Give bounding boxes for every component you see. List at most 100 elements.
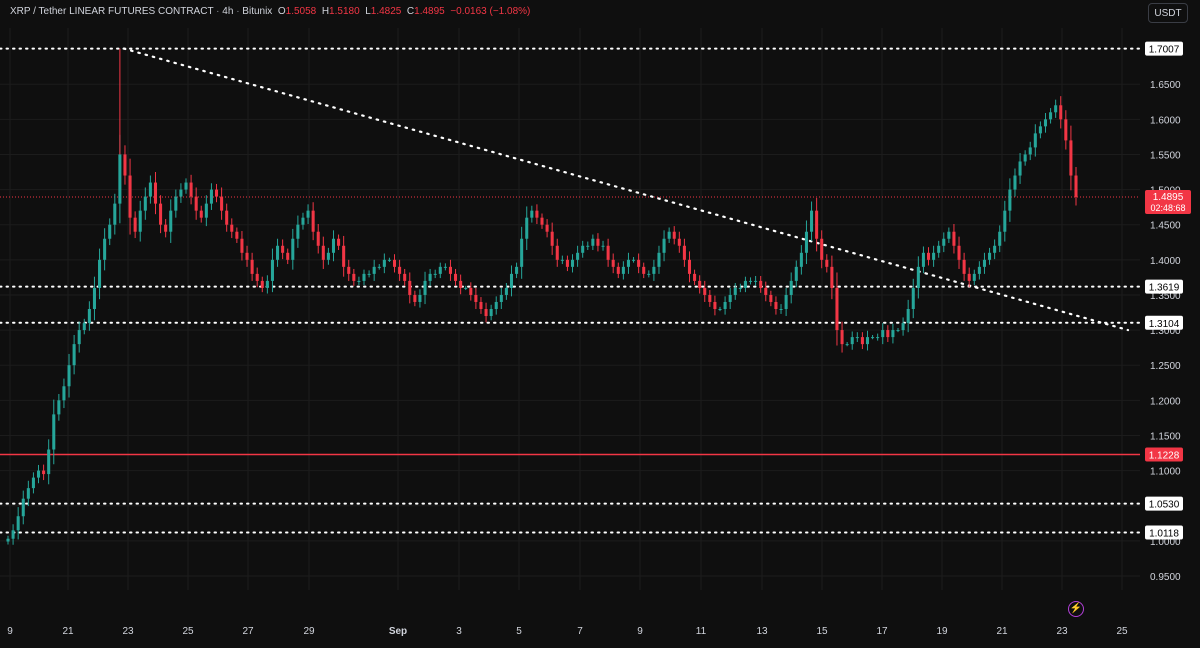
candle-body [11, 530, 15, 539]
high-value: 1.5180 [329, 6, 360, 17]
candle-body [36, 470, 41, 478]
candle-body [235, 231, 239, 239]
candle-body [459, 280, 463, 288]
candle-body [667, 231, 671, 239]
change-value: −0.0163 (−1.08%) [450, 6, 531, 17]
candle-body [570, 259, 575, 267]
candle-body [204, 203, 208, 218]
candle-body [642, 266, 646, 274]
candle-body [179, 189, 183, 197]
currency-button[interactable]: USDT [1148, 3, 1188, 23]
candle-body [896, 330, 900, 332]
price-tick-label: 1.1500 [1150, 431, 1181, 442]
candle-body [474, 294, 478, 302]
level-badge-label: 1.0118 [1149, 529, 1179, 540]
candle-body [138, 210, 142, 232]
candle-body [769, 294, 773, 302]
candle-body [42, 470, 46, 475]
candle-body [21, 498, 25, 517]
candle-body [443, 266, 447, 268]
candle-body [906, 309, 910, 324]
candle-body [865, 337, 870, 345]
candle-body [82, 323, 86, 331]
candle-body [448, 266, 452, 274]
candle-body [57, 400, 61, 415]
candle-body [454, 273, 458, 281]
candle-body [98, 259, 102, 288]
candle-body [703, 287, 707, 295]
candle-body [276, 245, 280, 260]
candle-body [779, 309, 783, 310]
candle-body [581, 245, 585, 253]
time-tick-label: 11 [696, 626, 707, 637]
candle-body [372, 266, 376, 274]
current-price-badge [1145, 189, 1191, 214]
time-tick-label: 3 [456, 626, 462, 637]
high-label: H [321, 6, 330, 17]
candle-body [774, 301, 778, 309]
candle-body [6, 538, 10, 542]
candle-body [830, 266, 834, 288]
price-tick-label: 1.2000 [1150, 396, 1181, 407]
candle-body [565, 259, 569, 267]
candle-body [662, 238, 666, 253]
candle-body [988, 252, 992, 260]
time-tick-label: 23 [122, 626, 134, 637]
price-level-badges: 1.7007 1.3619 1.3104 1.1228 1.0530 1.0118 1.48… [1145, 41, 1191, 540]
candle-body [387, 259, 391, 261]
time-tick-label: 19 [936, 626, 948, 637]
candle-body [220, 196, 224, 211]
candle-body [698, 280, 702, 288]
descending-trendline [122, 47, 1130, 332]
candle-body [392, 259, 397, 267]
candle-body [199, 210, 203, 218]
time-tick-label: 29 [303, 626, 315, 637]
candle-body [72, 344, 76, 366]
candle-body [942, 238, 946, 246]
candle-body [687, 259, 692, 274]
candle-body [525, 217, 529, 239]
candle-body [464, 287, 468, 289]
candle-body [250, 259, 254, 274]
candle-body [296, 224, 300, 239]
candle-body [87, 309, 91, 324]
candle-body [260, 280, 264, 288]
candle-body [382, 259, 386, 267]
candle-body [357, 280, 361, 282]
candle-body [759, 280, 763, 288]
candle-body [143, 196, 147, 211]
close-value: 1.4895 [414, 6, 445, 17]
time-tick-label: 9 [637, 626, 643, 637]
price-level-lines [0, 47, 1141, 534]
price-tick-label: 1.6500 [1150, 80, 1181, 91]
candle-body [484, 309, 488, 317]
candle-body [626, 259, 630, 267]
level-badge [1145, 496, 1183, 511]
price-tick-label: 1.3500 [1150, 291, 1181, 302]
price-tick-label: 1.3000 [1150, 326, 1181, 337]
candle-body [647, 273, 651, 275]
candle-body [26, 488, 30, 499]
level-badge [1145, 41, 1183, 56]
candle-body [1013, 175, 1017, 190]
time-axis[interactable]: 9 21 23 25 27 29 Sep 3 5 7 9 11 13 15 17 19 21 23 25 [7, 626, 1128, 637]
candle-body [499, 294, 503, 302]
lightning-icon[interactable]: ⚡ [1068, 601, 1084, 617]
candle-body [560, 259, 564, 261]
candle-body [789, 280, 793, 295]
candle-body [347, 266, 351, 274]
candle-body [230, 224, 234, 232]
candle-body [469, 287, 473, 295]
candle-body [835, 287, 839, 331]
candle-body [118, 154, 122, 204]
price-tick-label: 0.9500 [1150, 572, 1181, 583]
candle-body [855, 337, 859, 339]
candle-body [31, 477, 35, 489]
candle-body [764, 287, 768, 295]
candle-body [916, 266, 920, 288]
candle-body [265, 280, 269, 288]
candle-body [586, 245, 590, 247]
candle-body [794, 266, 798, 281]
candle-body [876, 337, 880, 339]
